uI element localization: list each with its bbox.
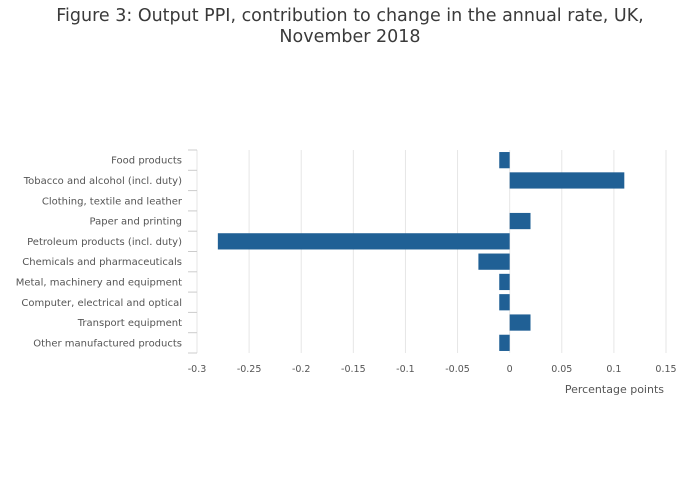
bar <box>499 152 510 169</box>
category-label: Tobacco and alcohol (incl. duty) <box>23 176 182 187</box>
x-axis-title: Percentage points <box>565 383 664 396</box>
bars <box>217 152 625 351</box>
bar <box>499 273 510 291</box>
x-tick-label: 0 <box>507 364 513 375</box>
bar <box>509 172 625 189</box>
category-label: Food products <box>111 156 182 167</box>
x-tick-label: -0.3 <box>188 364 207 375</box>
x-tick-label: 0.05 <box>551 364 572 375</box>
category-label: Computer, electrical and optical <box>21 298 182 309</box>
x-tick-label: -0.05 <box>445 364 470 375</box>
category-label: Clothing, textile and leather <box>42 196 183 207</box>
x-tick-label: -0.2 <box>292 364 311 375</box>
category-label: Metal, machinery and equipment <box>16 277 182 288</box>
chart-title-line-1: Figure 3: Output PPI, contribution to ch… <box>56 6 644 26</box>
category-label: Transport equipment <box>77 318 182 329</box>
y-axis-ticks <box>188 149 197 354</box>
bar <box>499 294 510 311</box>
y-axis-labels: Food products Tobacco and alcohol (incl. … <box>16 156 183 350</box>
x-tick-label: -0.1 <box>396 364 415 375</box>
x-tick-label: 0.1 <box>606 364 621 375</box>
bar <box>509 212 531 230</box>
category-label: Other manufactured products <box>33 338 182 349</box>
chart-title: Figure 3: Output PPI, contribution to ch… <box>0 6 700 48</box>
bar <box>499 334 510 351</box>
bar <box>509 314 531 331</box>
bar <box>217 233 510 250</box>
x-tick-label: 0.15 <box>655 364 676 375</box>
category-label: Paper and printing <box>90 217 182 228</box>
category-label: Chemicals and pharmaceuticals <box>22 257 182 268</box>
x-tick-label: -0.15 <box>341 364 366 375</box>
chart-title-line-2: November 2018 <box>279 27 421 47</box>
x-axis-tick-labels: -0.3 -0.25 -0.2 -0.15 -0.1 -0.05 0 0.05 0.1 0.15 <box>188 364 677 375</box>
bar <box>478 253 510 270</box>
category-label: Petroleum products (incl. duty) <box>27 237 182 248</box>
x-tick-label: -0.25 <box>237 364 262 375</box>
